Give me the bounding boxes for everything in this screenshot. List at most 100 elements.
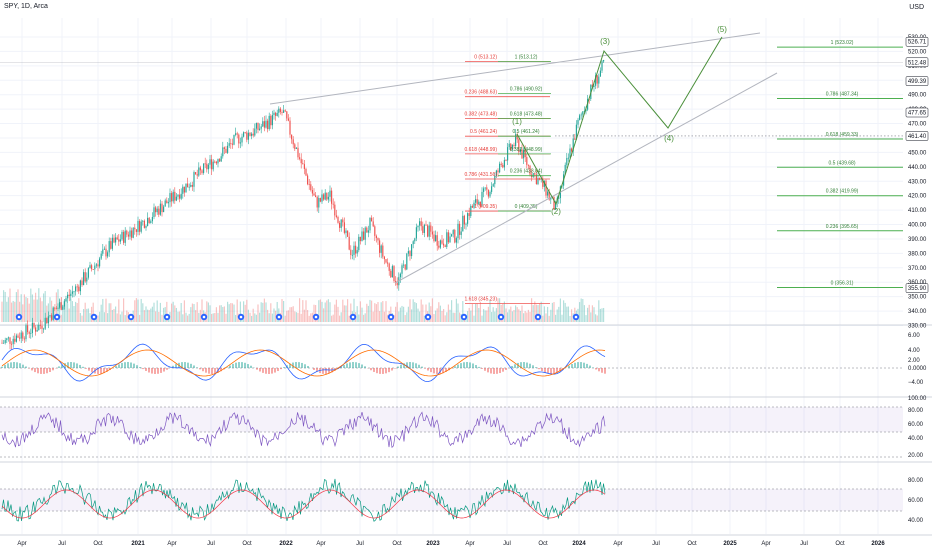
time-tick-14: Oct — [538, 541, 548, 547]
fib-inner-label-1: 0.786 (490.92) — [510, 86, 543, 92]
stoch-tick-0: 80.00 — [908, 478, 924, 484]
price-tick-18: 350.00 — [908, 295, 927, 301]
price-badge-3[interactable] — [905, 107, 929, 118]
macd-line — [1, 343, 606, 383]
dividend-marker-dot-12 — [462, 315, 466, 319]
fib-ext-label-5: 0.236 (395.65) — [826, 224, 859, 230]
fib-label-6: 1 (409.35) — [474, 204, 497, 210]
price-axis[interactable]: 530.00520.00510.00500.00490.00480.00470.… — [905, 35, 929, 330]
time-tick-20: Apr — [761, 541, 770, 547]
price-badge-4[interactable] — [905, 131, 929, 141]
macd-tick-0: 6.00 — [908, 333, 920, 339]
price-tick-16: 370.00 — [908, 266, 927, 272]
dividend-marker-dot-13 — [499, 315, 503, 319]
price-tick-6: 470.00 — [908, 122, 927, 128]
stoch-tick-2: 40.00 — [908, 518, 924, 524]
wave-label-1: (2) — [551, 207, 561, 216]
time-tick-2: Oct — [93, 541, 103, 547]
macd-tick-1: 4.00 — [908, 348, 920, 354]
dividend-marker-dot-9 — [351, 315, 355, 319]
fib-label-1: 0.236 (488.63) — [464, 90, 497, 96]
price-tick-11: 420.00 — [908, 194, 927, 200]
stoch-k-line — [1, 478, 606, 522]
dividend-marker-dot-8 — [314, 315, 318, 319]
price-tick-8: 450.00 — [908, 150, 927, 156]
price-tick-15: 380.00 — [908, 251, 927, 257]
dividend-marker-dot-5 — [202, 315, 206, 319]
currency-button[interactable]: USD — [909, 4, 924, 11]
wave-label-4: (5) — [717, 25, 727, 34]
elliott-waves[interactable]: (1) (2) (3) (4) (5) — [512, 25, 727, 216]
dividend-marker-dot-15 — [574, 315, 578, 319]
macd-signal — [1, 349, 606, 377]
time-tick-10: Oct — [392, 541, 402, 547]
fib-label-5: 0.786 (431.56) — [464, 172, 497, 178]
trend-lines[interactable] — [269, 32, 778, 284]
dividend-marker-dot-7 — [277, 315, 281, 319]
upper-trendline — [269, 32, 761, 105]
macd-pane: 6.00 4.00 2.00 0.0000 −4.00 — [0, 333, 927, 386]
wave-path — [516, 36, 723, 206]
time-axis[interactable]: Apr Jul Oct 2021 Apr Jul Oct 2022 Apr Jul Oct 2023 A… — [17, 541, 885, 547]
fib-inner-label-6: 0 (409.35) — [515, 204, 538, 210]
price-badge-label-4: 461.40 — [908, 134, 927, 140]
dividend-marker-dot-14 — [536, 315, 540, 319]
time-tick-18: Oct — [687, 541, 697, 547]
fib-label-4: 0.618 (448.99) — [464, 147, 497, 153]
fib-label-3: 0.5 (461.24) — [470, 129, 497, 135]
fib-ext-label-2: 0.618 (459.33) — [826, 132, 859, 138]
price-badge-2[interactable] — [905, 76, 929, 86]
dividend-marker-dot-4 — [165, 315, 169, 319]
rsi-tick-3: 40.00 — [908, 436, 924, 442]
dividend-markers[interactable] — [15, 313, 580, 321]
fib-inner-label-2: 0.618 (473.48) — [510, 112, 543, 118]
fib-label-0: 0 (513.12) — [474, 54, 497, 60]
time-tick-15: 2024 — [572, 541, 586, 547]
price-tick-10: 430.00 — [908, 179, 927, 185]
price-badge-label-2: 499.39 — [908, 79, 927, 85]
lower-trendline — [394, 72, 778, 284]
time-tick-9: Jul — [356, 541, 364, 547]
wave-label-0: (1) — [512, 117, 522, 126]
time-tick-22: Oct — [835, 541, 845, 547]
rsi-line — [1, 411, 606, 449]
time-tick-17: Jul — [652, 541, 660, 547]
price-candles — [1, 59, 605, 350]
wave-label-3: (4) — [664, 134, 674, 143]
dividend-marker-dot-1 — [55, 315, 59, 319]
price-tick-9: 440.00 — [908, 165, 927, 171]
symbol-title: SPY, 1D, Arca — [4, 3, 48, 10]
dividend-marker-dot-11 — [426, 315, 430, 319]
time-tick-13: Jul — [503, 541, 511, 547]
price-tick-12: 410.00 — [908, 208, 927, 214]
rsi-band — [0, 407, 903, 432]
grid-lines — [0, 18, 903, 534]
price-badge-label-1: 512.48 — [908, 60, 927, 66]
fib-ext-label-1: 0.786 (487.34) — [826, 92, 859, 98]
fib-levels[interactable]: 0 (513.12) 0.236 (488.63) 0.382 (473.48) 0.… — [0, 40, 903, 304]
time-tick-3: 2021 — [131, 541, 145, 547]
price-tick-13: 400.00 — [908, 223, 927, 229]
price-badge-0[interactable] — [905, 36, 929, 47]
rsi-tick-0: 100.00 — [908, 396, 927, 402]
time-tick-4: Apr — [167, 541, 176, 547]
fib-inner-label-3: 0.5 (461.24) — [513, 129, 540, 135]
fib-inner-label-5: 0.236 (433.84) — [510, 169, 543, 175]
time-tick-19: 2025 — [723, 541, 737, 547]
price-badge-1[interactable] — [905, 57, 929, 68]
fib-ext-label-4: 0.382 (419.99) — [826, 189, 859, 195]
stoch-d-line — [1, 489, 606, 519]
stoch-tick-1: 60.00 — [908, 498, 924, 504]
price-tick-20: 330.00 — [908, 324, 927, 330]
time-tick-0: Apr — [17, 541, 26, 547]
price-tick-19: 340.00 — [908, 309, 927, 315]
fib-ext-label-6: 0 (356.31) — [831, 281, 854, 287]
dividend-marker-dot-0 — [17, 315, 21, 319]
price-tick-4: 490.00 — [908, 93, 927, 99]
macd-tick-2: 2.00 — [908, 358, 920, 364]
time-tick-12: Apr — [465, 541, 474, 547]
price-badge-5[interactable] — [905, 283, 929, 293]
rsi-tick-1: 80.00 — [908, 408, 924, 414]
